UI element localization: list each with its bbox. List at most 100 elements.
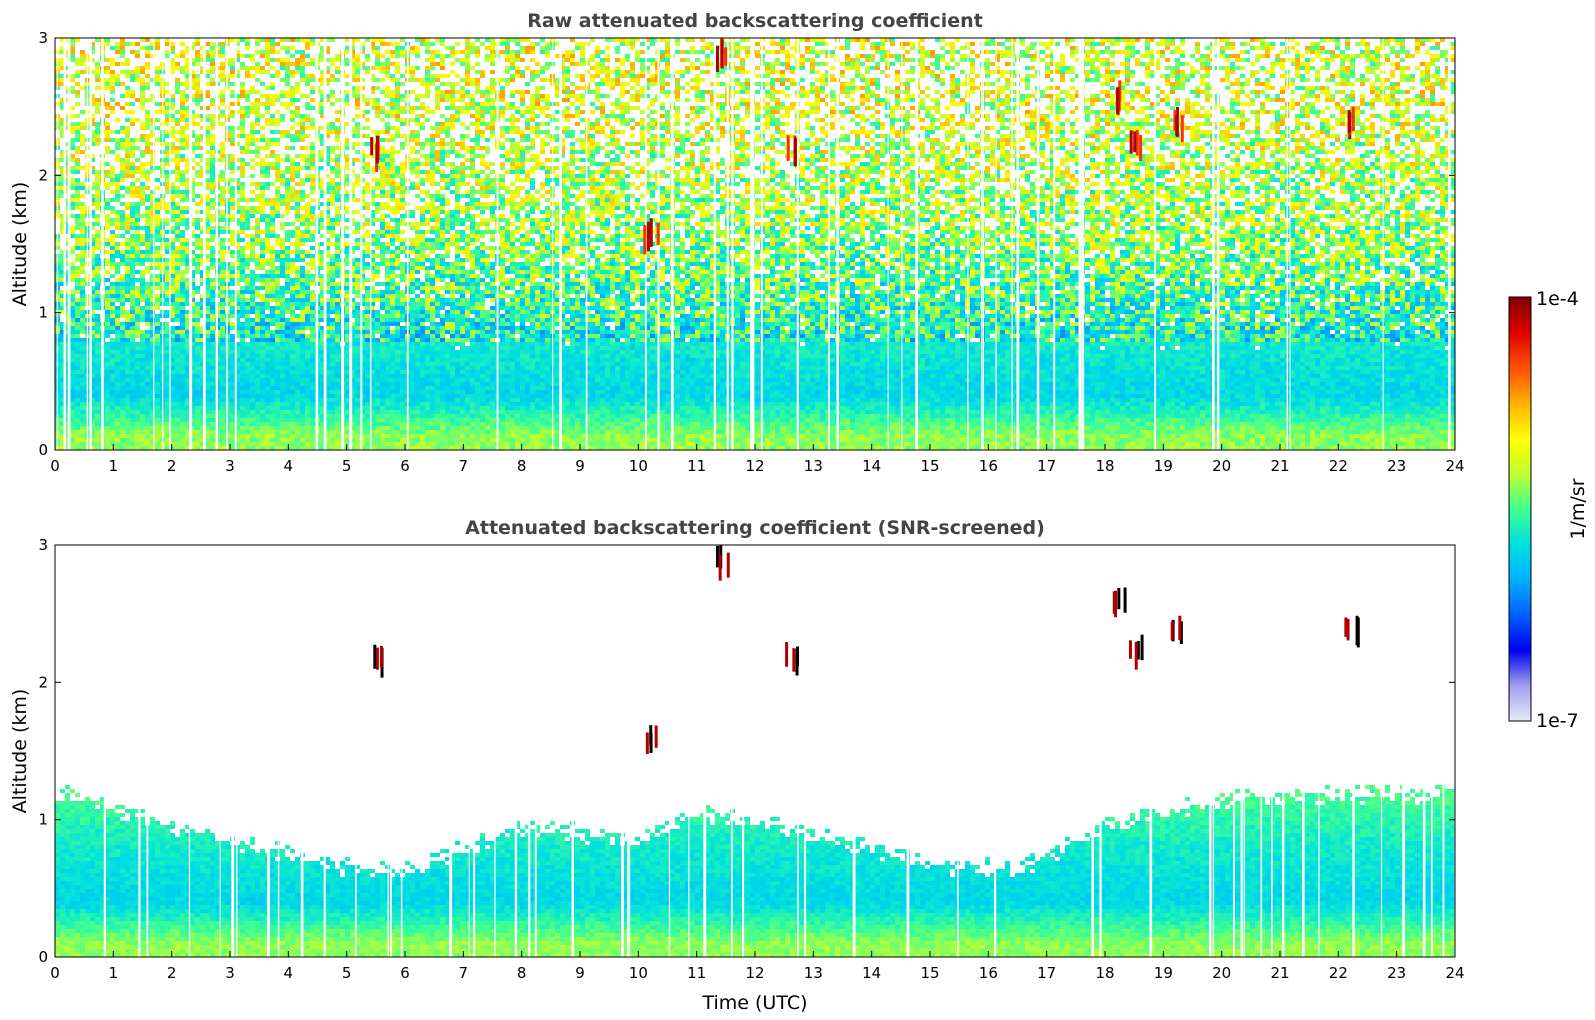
- heatmap-cell: [1400, 42, 1405, 46]
- heatmap-cell: [290, 46, 295, 50]
- heatmap-cell: [1185, 74, 1190, 78]
- heatmap-cell: [1185, 150, 1190, 154]
- heatmap-cell: [985, 58, 990, 62]
- heatmap-cell: [1250, 110, 1255, 114]
- heatmap-cell: [250, 134, 255, 138]
- heatmap-cell: [1400, 102, 1405, 106]
- heatmap-cell: [240, 150, 245, 154]
- heatmap-cell: [175, 158, 180, 162]
- heatmap-cell: [1235, 114, 1240, 118]
- heatmap-cell: [395, 46, 400, 50]
- heatmap-cell: [1105, 102, 1110, 106]
- heatmap-cell: [1265, 98, 1270, 102]
- heatmap-cell: [970, 50, 975, 54]
- heatmap-cell: [295, 134, 300, 138]
- heatmap-cell: [690, 158, 695, 162]
- heatmap-cell: [1340, 50, 1345, 54]
- heatmap-cell: [840, 86, 845, 90]
- heatmap-cell: [920, 150, 925, 154]
- heatmap-cell: [1380, 94, 1385, 98]
- heatmap-cell: [565, 86, 570, 90]
- heatmap-cell: [890, 118, 895, 122]
- heatmap-cell: [1365, 150, 1370, 154]
- heatmap-cell: [735, 82, 740, 86]
- heatmap-cell: [1305, 46, 1310, 50]
- heatmap-cell: [1315, 134, 1320, 138]
- heatmap-cell: [1185, 126, 1190, 130]
- heatmap-cell: [1260, 54, 1265, 58]
- heatmap-cell: [385, 66, 390, 70]
- heatmap-cell: [205, 94, 210, 98]
- heatmap-cell: [780, 50, 785, 54]
- heatmap-cell: [1280, 86, 1285, 90]
- heatmap-cell: [1330, 142, 1335, 146]
- heatmap-cell: [180, 126, 185, 130]
- heatmap-cell: [755, 110, 760, 114]
- heatmap-cell: [275, 74, 280, 78]
- heatmap-cell: [770, 158, 775, 162]
- heatmap-cell: [1045, 158, 1050, 162]
- heatmap-cell: [355, 58, 360, 62]
- heatmap-cell: [1240, 90, 1245, 94]
- heatmap-cell: [245, 146, 250, 150]
- heatmap-cell: [525, 106, 530, 110]
- heatmap-cell: [910, 114, 915, 118]
- heatmap-cell: [240, 110, 245, 114]
- heatmap-cell: [1030, 146, 1035, 150]
- heatmap-cell: [530, 102, 535, 106]
- heatmap-cell: [1405, 98, 1410, 102]
- heatmap-cell: [475, 106, 480, 110]
- heatmap-cell: [690, 62, 695, 66]
- heatmap-cell: [895, 142, 900, 146]
- heatmap-cell: [365, 162, 370, 166]
- heatmap-cell: [925, 126, 930, 130]
- heatmap-cell: [810, 110, 815, 114]
- heatmap-cell: [525, 158, 530, 162]
- heatmap-cell: [1275, 146, 1280, 150]
- heatmap-cell: [770, 142, 775, 146]
- heatmap-cell: [1065, 118, 1070, 122]
- heatmap-cell: [345, 50, 350, 54]
- heatmap-cell: [1390, 70, 1395, 74]
- heatmap-cell: [1330, 58, 1335, 62]
- heatmap-cell: [505, 118, 510, 122]
- heatmap-cell: [1060, 138, 1065, 142]
- heatmap-cell: [80, 126, 85, 130]
- heatmap-cell: [1200, 150, 1205, 154]
- heatmap-cell: [195, 50, 200, 54]
- heatmap-cell: [765, 122, 770, 126]
- heatmap-cell: [685, 130, 690, 134]
- heatmap-cell: [1410, 86, 1415, 90]
- heatmap-cell: [230, 110, 235, 114]
- heatmap-cell: [625, 38, 630, 42]
- heatmap-cell: [910, 154, 915, 158]
- heatmap-cell: [1170, 154, 1175, 158]
- heatmap-cell: [1000, 110, 1005, 114]
- heatmap-cell: [1335, 82, 1340, 86]
- heatmap-cell: [565, 134, 570, 138]
- heatmap-cell: [170, 146, 175, 150]
- heatmap-cell: [285, 82, 290, 86]
- heatmap-cell: [530, 42, 535, 46]
- heatmap-cell: [485, 98, 490, 102]
- heatmap-cell: [875, 94, 880, 98]
- heatmap-cell: [380, 54, 385, 58]
- heatmap-cell: [415, 162, 420, 166]
- heatmap-cell: [1440, 38, 1445, 42]
- heatmap-cell: [260, 94, 265, 98]
- heatmap-cell: [285, 66, 290, 70]
- heatmap-cell: [855, 86, 860, 90]
- heatmap-cell: [1275, 158, 1280, 162]
- heatmap-cell: [305, 134, 310, 138]
- heatmap-cell: [1120, 150, 1125, 154]
- heatmap-cell: [1440, 118, 1445, 122]
- heatmap-cell: [1220, 54, 1225, 58]
- heatmap-cell: [530, 50, 535, 54]
- heatmap-cell: [885, 150, 890, 154]
- heatmap-cell: [1415, 126, 1420, 130]
- heatmap-cell: [890, 114, 895, 118]
- heatmap-cell: [380, 154, 385, 158]
- heatmap-cell: [520, 158, 525, 162]
- heatmap-cell: [580, 86, 585, 90]
- heatmap-cell: [1265, 146, 1270, 150]
